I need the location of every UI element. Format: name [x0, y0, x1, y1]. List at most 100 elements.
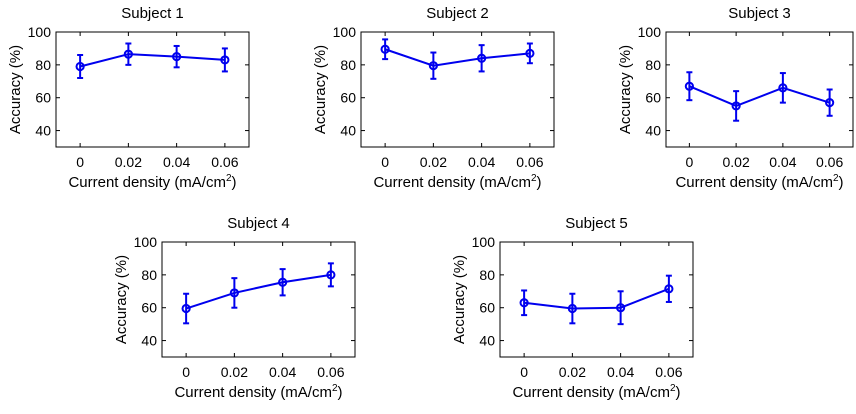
series-line: [384, 48, 530, 67]
x-axis-label: Current density (mA/cm2): [512, 383, 680, 401]
data-point: [380, 44, 390, 54]
y-tick-label: 60: [340, 90, 356, 106]
y-tick-label: 80: [340, 57, 356, 73]
plot-frame: [360, 31, 555, 148]
plot-frame: [55, 31, 250, 148]
x-axis-label-sup: 2: [833, 173, 839, 184]
data-point: [519, 298, 529, 308]
y-axis-label: Accuracy (%): [113, 255, 130, 344]
x-axis-label: Current density (mA/cm2): [675, 173, 843, 191]
x-tick-label: 0.04: [269, 364, 296, 380]
y-tick-label: 80: [35, 57, 51, 73]
y-tick-label: 80: [141, 267, 157, 283]
y-axis-label: Accuracy (%): [312, 45, 329, 134]
x-axis-label-text: Current density (mA/cm: [512, 384, 670, 401]
subplot-1: Subject 1 40 60 80 100 0 0.02 0.04 0.06 Current d…: [7, 5, 250, 191]
data-point: [684, 81, 694, 91]
plot-frame: [499, 241, 694, 358]
x-axis-label-close: ): [839, 174, 844, 191]
data-point: [181, 303, 191, 314]
y-axis-label: Accuracy (%): [451, 255, 468, 344]
data-point: [220, 55, 230, 65]
x-axis-label-sup: 2: [226, 173, 232, 184]
x-axis-label-sup: 2: [531, 173, 537, 184]
x-axis-label-text: Current density (mA/cm: [373, 174, 531, 191]
y-tick-label: 60: [141, 300, 157, 316]
y-tick-label: 40: [479, 333, 495, 349]
series-line: [79, 53, 225, 68]
data-point: [567, 303, 577, 314]
x-tick-label: 0.06: [655, 364, 682, 380]
subplot-title: Subject 5: [565, 215, 628, 232]
x-tick-label: 0.02: [115, 154, 142, 170]
x-tick-label: 0.04: [468, 154, 495, 170]
subplot-5: Subject 5 40 60 80 100 0 0.02 0.04 0.06 Current d…: [451, 215, 694, 401]
x-tick-label: 0.04: [163, 154, 190, 170]
x-axis-label: Current density (mA/cm2): [174, 383, 342, 401]
x-axis-label: Current density (mA/cm2): [68, 173, 236, 191]
data-point: [428, 61, 438, 71]
x-tick-label: 0: [76, 154, 84, 170]
y-tick-label: 100: [472, 234, 496, 250]
x-tick-label: 0.04: [607, 364, 634, 380]
y-tick-label: 80: [645, 57, 661, 73]
plot-frame: [161, 241, 356, 358]
x-tick-label: 0.02: [221, 364, 248, 380]
y-axis-label: Accuracy (%): [7, 45, 24, 134]
subplot-title: Subject 3: [728, 5, 791, 22]
y-tick-label: 100: [134, 234, 158, 250]
y-tick-label: 100: [333, 24, 357, 40]
x-tick-label: 0.06: [816, 154, 843, 170]
x-tick-label: 0.04: [769, 154, 796, 170]
data-point: [731, 101, 741, 111]
y-tick-label: 100: [638, 24, 662, 40]
x-tick-label: 0.02: [723, 154, 750, 170]
x-axis-label-close: ): [537, 174, 542, 191]
y-axis-label: Accuracy (%): [617, 45, 634, 134]
x-tick-label: 0.06: [317, 364, 344, 380]
y-tick-label: 40: [35, 123, 51, 139]
x-axis-label-text: Current density (mA/cm: [68, 174, 226, 191]
data-point: [172, 52, 182, 62]
data-point: [616, 303, 626, 313]
x-axis-label-close: ): [232, 174, 237, 191]
x-axis-label: Current density (mA/cm2): [373, 173, 541, 191]
data-point: [525, 48, 535, 58]
x-tick-label: 0: [520, 364, 528, 380]
subplot-2: Subject 2 40 60 80 100 0 0.02 0.04 0.06 Current d…: [312, 5, 555, 191]
series-line: [524, 287, 670, 310]
x-tick-label: 0.06: [516, 154, 543, 170]
y-tick-label: 60: [35, 90, 51, 106]
data-point: [326, 270, 336, 280]
data-point: [778, 83, 788, 93]
y-tick-label: 40: [645, 123, 661, 139]
data-point: [75, 61, 85, 72]
x-tick-label: 0: [182, 364, 190, 380]
y-tick-label: 60: [645, 90, 661, 106]
data-point: [477, 53, 487, 63]
y-tick-label: 60: [479, 300, 495, 316]
y-tick-label: 80: [479, 267, 495, 283]
x-tick-label: 0.06: [211, 154, 238, 170]
x-axis-label-text: Current density (mA/cm: [675, 174, 833, 191]
data-point: [825, 98, 835, 108]
data-point: [664, 284, 674, 294]
x-axis-label-sup: 2: [332, 383, 338, 394]
data-point: [123, 49, 133, 59]
series-line: [688, 85, 830, 108]
x-tick-label: 0: [381, 154, 389, 170]
data-point: [278, 277, 288, 287]
series-line: [185, 273, 332, 310]
x-axis-label-close: ): [338, 384, 343, 401]
data-point: [229, 288, 239, 298]
subplot-title: Subject 2: [426, 5, 489, 22]
y-tick-label: 100: [28, 24, 52, 40]
subplot-title: Subject 4: [227, 215, 290, 232]
subplot-title: Subject 1: [121, 5, 184, 22]
x-axis-label-sup: 2: [670, 383, 676, 394]
x-tick-label: 0.02: [559, 364, 586, 380]
y-tick-label: 40: [141, 333, 157, 349]
subplot-3: Subject 3 40 60 80 100 0 0.02 0.04 0.06 Current d…: [617, 5, 854, 191]
x-tick-label: 0.02: [420, 154, 447, 170]
